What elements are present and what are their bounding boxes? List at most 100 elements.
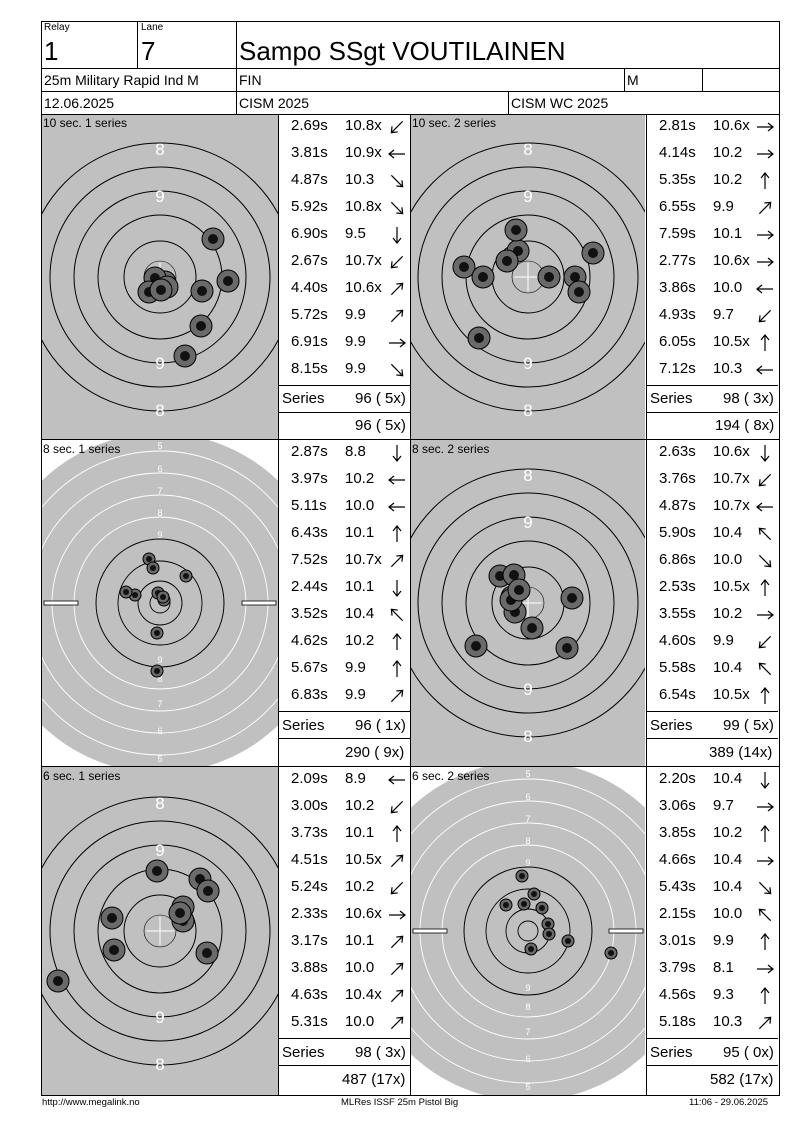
shot-time: 2.20s (659, 770, 696, 787)
series-caption: Series (282, 717, 325, 734)
svg-text:9: 9 (155, 841, 164, 860)
direction-arrow-icon (387, 444, 407, 462)
series-caption: Series (650, 390, 693, 407)
series-label: 6 sec. 2 series (412, 769, 490, 783)
shot-row: 2.09s 8.9 (280, 767, 410, 794)
shot-row: 5.58s 10.4 (648, 656, 778, 683)
shot-row: 4.56s 9.3 (648, 983, 778, 1010)
shot-row: 5.72s 9.9 (280, 303, 410, 330)
shot-score: 9.9 (345, 686, 366, 703)
series-caption: Series (282, 1044, 325, 1061)
shot-row: 3.06s 9.7 (648, 794, 778, 821)
shot-row: 2.44s 10.1 (280, 575, 410, 602)
shot-time: 3.06s (659, 797, 696, 814)
shot-row: 3.52s 10.4 (280, 602, 410, 629)
direction-arrow-icon (387, 552, 407, 570)
shot-row: 3.86s 10.0 (648, 276, 778, 303)
shot-impact (504, 218, 528, 242)
svg-text:6: 6 (525, 792, 530, 802)
svg-text:9: 9 (525, 858, 530, 868)
shot-row: 2.33s 10.6x (280, 902, 410, 929)
shot-score: 10.0 (713, 551, 743, 568)
direction-arrow-icon (755, 118, 775, 136)
direction-arrow-icon (387, 579, 407, 597)
direction-arrow-icon (387, 933, 407, 951)
shot-row: 5.92s 10.8x (280, 195, 410, 222)
shot-impact (560, 586, 584, 610)
shot-score: 10.2 (345, 470, 375, 487)
shot-impact (201, 227, 225, 251)
shot-row: 2.63s 10.6x (648, 440, 778, 467)
shot-time: 2.69s (291, 117, 328, 134)
shot-score: 10.4 (345, 605, 375, 622)
target-6s-1: 8 9 9 8 (42, 767, 278, 1095)
shot-score: 10.6x (713, 252, 750, 269)
shot-row: 4.60s 9.9 (648, 629, 778, 656)
svg-text:5: 5 (525, 769, 530, 779)
direction-arrow-icon (387, 852, 407, 870)
shot-impact (149, 278, 173, 302)
shot-time: 2.87s (291, 443, 328, 460)
direction-arrow-icon (387, 906, 407, 924)
shot-time: 2.09s (291, 770, 328, 787)
shot-time: 3.73s (291, 824, 328, 841)
shot-row: 3.81s 10.9x (280, 141, 410, 168)
shot-score: 9.9 (713, 632, 734, 649)
gender: M (627, 72, 639, 88)
series-caption: Series (650, 1044, 693, 1061)
shot-time: 6.05s (659, 333, 696, 350)
competition-name: CISM 2025 (239, 95, 310, 111)
direction-arrow-icon (755, 606, 775, 624)
shot-row: 8.15s 9.9 (280, 357, 410, 384)
direction-arrow-icon (387, 471, 407, 489)
shot-row: 2.81s 10.6x (648, 114, 778, 141)
shot-impact (520, 616, 544, 640)
direction-arrow-icon (387, 253, 407, 271)
shot-time: 3.81s (291, 144, 328, 161)
shot-row: 2.53s 10.5x (648, 575, 778, 602)
shot-score: 10.1 (345, 578, 375, 595)
shot-time: 5.58s (659, 659, 696, 676)
shot-row: 2.87s 8.8 (280, 440, 410, 467)
shot-time: 4.63s (291, 986, 328, 1003)
shot-row: 6.55s 9.9 (648, 195, 778, 222)
direction-arrow-icon (755, 933, 775, 951)
shot-row: 6.43s 10.1 (280, 521, 410, 548)
shot-row: 6.86s 10.0 (648, 548, 778, 575)
shot-row: 2.15s 10.0 (648, 902, 778, 929)
shot-impact (471, 265, 495, 289)
svg-text:9: 9 (523, 354, 532, 373)
shot-impact (515, 869, 529, 883)
svg-text:7: 7 (525, 814, 530, 824)
direction-arrow-icon (387, 172, 407, 190)
svg-text:8: 8 (525, 836, 530, 846)
shot-time: 5.11s (291, 497, 327, 514)
shot-impact (561, 934, 575, 948)
shot-time: 8.15s (291, 360, 328, 377)
shot-impact (100, 906, 124, 930)
shot-score: 9.5 (345, 225, 366, 242)
shot-time: 4.40s (291, 279, 328, 296)
shot-time: 4.14s (659, 144, 696, 161)
direction-arrow-icon (387, 771, 407, 789)
shot-time: 3.00s (291, 797, 328, 814)
direction-arrow-icon (755, 906, 775, 924)
shot-score: 10.8x (345, 198, 382, 215)
match-date: 12.06.2025 (44, 95, 115, 111)
svg-text:6: 6 (157, 726, 162, 736)
shot-score: 10.3 (713, 1013, 743, 1030)
direction-arrow-icon (755, 579, 775, 597)
shot-score: 10.7x (345, 252, 382, 269)
championship-name: CISM WC 2025 (511, 95, 609, 111)
direction-arrow-icon (755, 145, 775, 163)
shot-score: 9.9 (345, 333, 366, 350)
shot-impact (537, 265, 561, 289)
svg-text:9: 9 (525, 983, 530, 993)
direction-arrow-icon (755, 879, 775, 897)
shot-impact (156, 590, 170, 604)
svg-text:6: 6 (525, 1054, 530, 1064)
shot-row: 3.55s 10.2 (648, 602, 778, 629)
shot-row: 5.18s 10.3 (648, 1010, 778, 1037)
svg-text:6: 6 (157, 464, 162, 474)
shot-time: 6.86s (659, 551, 696, 568)
